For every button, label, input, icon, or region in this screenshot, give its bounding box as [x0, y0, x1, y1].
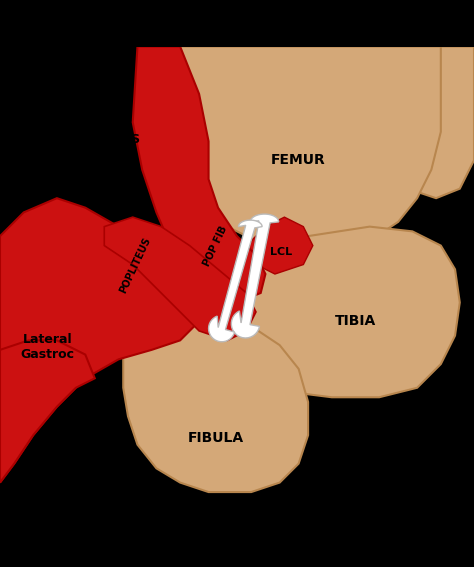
Polygon shape: [123, 317, 308, 492]
Polygon shape: [104, 217, 256, 340]
Polygon shape: [246, 217, 313, 274]
Polygon shape: [218, 227, 460, 397]
Polygon shape: [57, 236, 156, 354]
Text: TIBIA: TIBIA: [335, 315, 376, 328]
Polygon shape: [360, 46, 474, 198]
Text: FIBULA: FIBULA: [188, 430, 244, 445]
Text: Lateral
Gastroc: Lateral Gastroc: [20, 333, 74, 362]
Polygon shape: [166, 46, 441, 250]
Polygon shape: [0, 340, 95, 483]
Text: BICEPS
FEMORIS: BICEPS FEMORIS: [77, 118, 141, 146]
Text: POP FIB: POP FIB: [202, 225, 229, 268]
Text: POPLITEUS: POPLITEUS: [118, 236, 153, 295]
Polygon shape: [209, 220, 262, 342]
Text: FEMUR: FEMUR: [271, 153, 326, 167]
Polygon shape: [231, 214, 279, 338]
Polygon shape: [0, 198, 199, 483]
Text: LCL: LCL: [270, 247, 292, 257]
Polygon shape: [133, 46, 265, 302]
